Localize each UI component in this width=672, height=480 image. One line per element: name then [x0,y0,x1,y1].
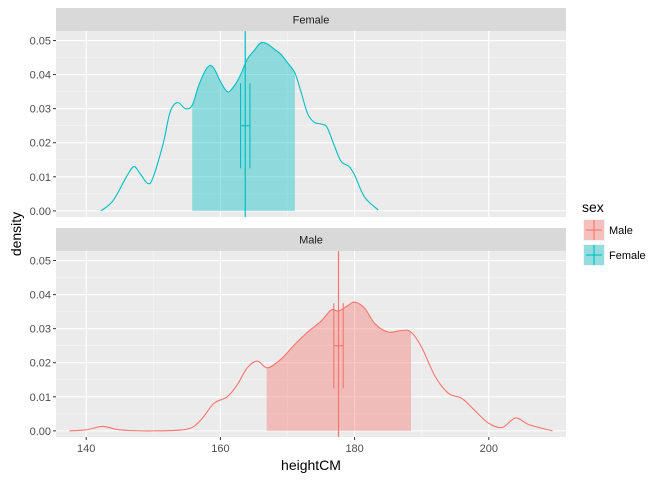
x-axis-title: heightCM [281,457,341,473]
panel-female-density-curve [100,41,379,212]
y-tick-label: 0.05 [30,256,51,268]
panel-male-y-axis: 0.00 0.01 0.02 0.03 0.04 0.05 [30,256,56,438]
x-tick-label: 160 [211,443,229,455]
panel-male-mean-markers [333,251,344,437]
y-tick-label: 0.01 [30,172,51,184]
panel-female-y-axis: 0.00 0.01 0.02 0.03 0.04 0.05 [30,36,56,218]
y-tick-label: 0.05 [30,36,51,48]
x-tick-label: 180 [345,443,363,455]
sd-area-female [192,42,295,211]
panel-female-grid [56,31,566,217]
panel-male-strip-label: Male [299,235,323,247]
legend-keys: Male Female [583,219,646,266]
y-axis-title: density [8,212,24,256]
x-axis: 140 160 180 200 [77,437,498,455]
y-tick-label: 0.02 [30,358,51,370]
panel-male-density-curve [69,301,553,432]
y-tick-label: 0.00 [30,206,51,218]
panel-female: Female 0.00 0.01 0.02 0.03 0.04 0.05 [30,8,566,218]
density-line-male [69,301,553,432]
panel-female-strip-label: Female [293,15,330,27]
y-tick-label: 0.03 [30,104,51,116]
y-tick-label: 0.02 [30,138,51,150]
y-tick-label: 0.03 [30,324,51,336]
legend-label-female: Female [609,250,646,262]
panel-female-mean-markers [239,31,251,217]
density-line-female [100,41,379,212]
y-tick-label: 0.04 [30,290,51,302]
panel-female-background [56,31,566,217]
y-tick-label: 0.00 [30,426,51,438]
panel-female-strip [56,8,566,31]
x-tick-label: 200 [480,443,498,455]
y-tick-label: 0.01 [30,392,51,404]
x-tick-label: 140 [77,443,95,455]
panel-male-strip [56,228,566,251]
legend: sex Male Female [582,199,646,266]
y-tick-label: 0.04 [30,70,51,82]
panel-male-grid [56,251,566,437]
legend-title: sex [582,199,604,215]
panel-female-sd-fill [192,42,295,211]
panel-male: Male 0.00 0.01 0.02 0.03 0.04 0.05 [30,228,566,438]
panel-male-background [56,251,566,437]
legend-label-male: Male [609,225,633,237]
